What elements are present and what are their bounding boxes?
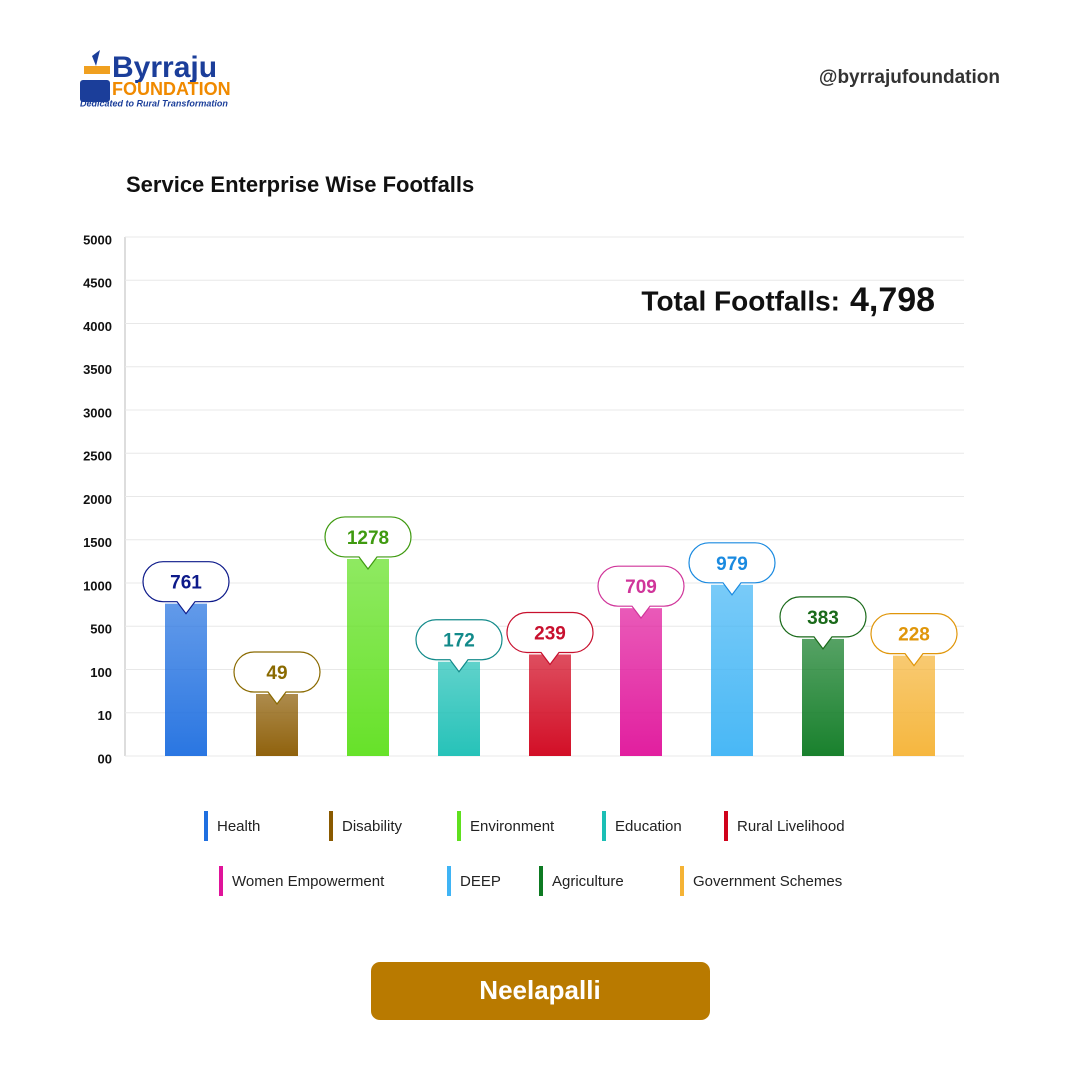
callout xyxy=(779,596,867,650)
value-label: 709 xyxy=(625,577,657,598)
y-tick-label: 1500 xyxy=(83,535,112,550)
value-label: 761 xyxy=(170,573,202,594)
legend-label: Rural Livelihood xyxy=(737,818,845,835)
legend-label: Disability xyxy=(342,818,403,835)
legend-marker xyxy=(539,866,543,896)
callout xyxy=(597,565,685,620)
bar xyxy=(893,655,935,756)
callout xyxy=(415,619,503,673)
bar xyxy=(165,603,207,756)
legend-label: Women Empowerment xyxy=(232,873,385,890)
y-tick-label: 2000 xyxy=(83,492,112,507)
y-tick-label: 4500 xyxy=(83,276,112,291)
y-tick-label: 500 xyxy=(90,622,112,637)
legend-label: Agriculture xyxy=(552,873,624,890)
callout xyxy=(142,561,230,615)
value-label: 1278 xyxy=(347,528,389,549)
callout xyxy=(506,611,594,666)
value-label: 239 xyxy=(534,623,566,644)
y-tick-label: 2500 xyxy=(83,449,112,464)
bar xyxy=(529,654,571,756)
y-tick-label: 100 xyxy=(90,665,112,680)
total-value: 4,798 xyxy=(850,281,935,319)
handle: @byrrajufoundation xyxy=(819,67,1000,88)
legend-label: DEEP xyxy=(460,873,501,890)
legend-marker xyxy=(602,811,606,841)
brand-sub: FOUNDATION xyxy=(112,79,231,99)
legend-marker xyxy=(457,811,461,841)
bar xyxy=(438,661,480,756)
chart-title: Service Enterprise Wise Footfalls xyxy=(126,172,474,197)
legend-label: Government Schemes xyxy=(693,873,842,890)
legend-label: Environment xyxy=(470,818,555,835)
bar xyxy=(347,558,389,756)
legend-label: Health xyxy=(217,818,260,835)
callout xyxy=(233,651,321,706)
legend-marker xyxy=(204,811,208,841)
y-tick-label: 3500 xyxy=(83,362,112,377)
value-label: 228 xyxy=(898,625,930,646)
location: Neelapalli xyxy=(479,975,600,1005)
callout xyxy=(688,542,776,596)
legend-marker xyxy=(724,811,728,841)
legend-label: Education xyxy=(615,818,682,835)
value-label: 172 xyxy=(443,631,475,652)
value-label: 979 xyxy=(716,554,748,575)
value-label: 49 xyxy=(266,663,287,684)
callout xyxy=(324,516,412,570)
logo: Byrraju FOUNDATION Dedicated to Rural Tr… xyxy=(80,50,231,108)
legend-marker xyxy=(219,866,223,896)
brand-name: Byrraju xyxy=(112,51,217,84)
y-tick-label: 00 xyxy=(98,751,112,766)
location-badge xyxy=(371,962,710,1020)
bar xyxy=(802,638,844,756)
brand-tagline: Dedicated to Rural Transformation xyxy=(80,98,228,108)
total-title: Total Footfalls: xyxy=(641,285,840,316)
callout xyxy=(870,613,958,667)
y-tick-label: 4000 xyxy=(83,319,112,334)
y-tick-label: 3000 xyxy=(83,405,112,420)
legend-marker xyxy=(329,811,333,841)
legend-marker xyxy=(447,866,451,896)
y-tick-label: 10 xyxy=(98,708,112,723)
legend-marker xyxy=(680,866,684,896)
bar xyxy=(711,584,753,756)
y-tick-label: 1000 xyxy=(83,578,112,593)
y-tick-label: 5000 xyxy=(83,232,112,247)
bar xyxy=(620,608,662,756)
value-label: 383 xyxy=(807,608,839,629)
